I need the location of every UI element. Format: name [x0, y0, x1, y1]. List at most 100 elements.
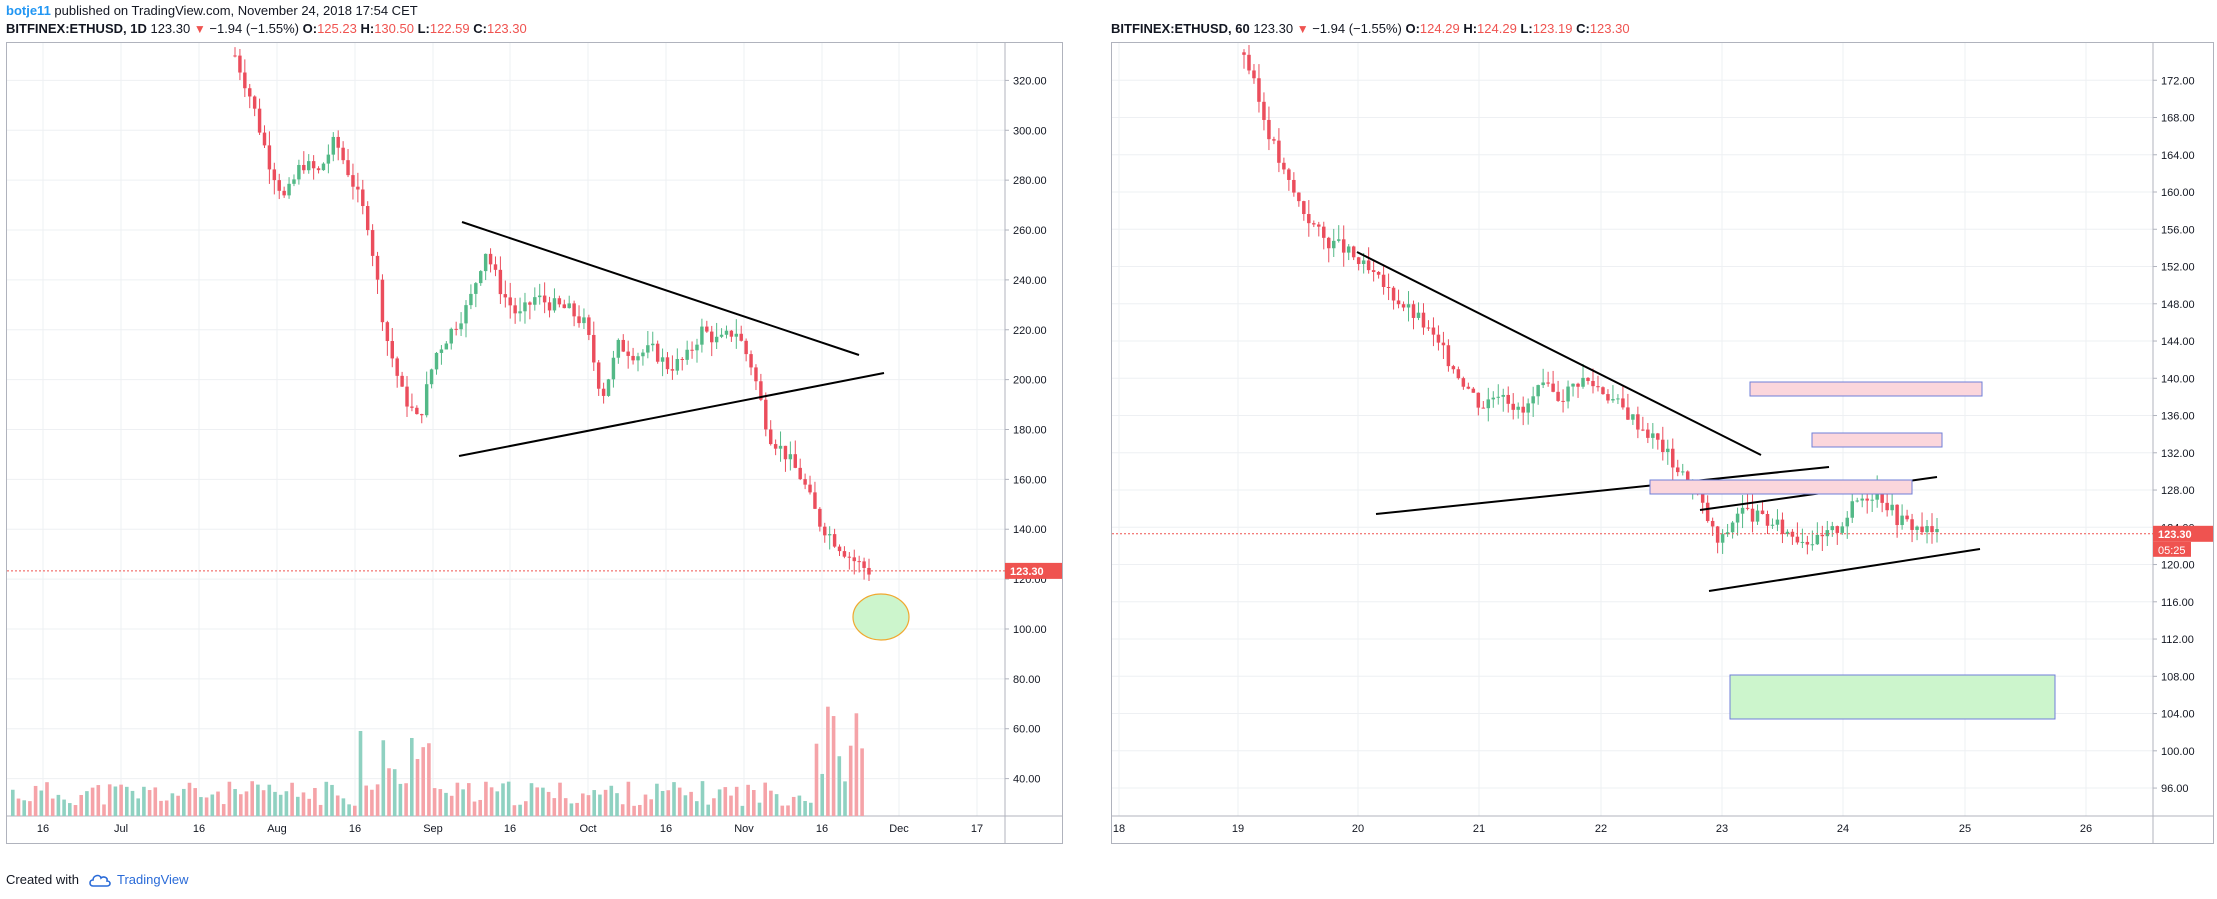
volume-bar	[11, 789, 15, 816]
candle-body	[675, 358, 680, 371]
y-tick-label: 160.00	[2161, 187, 2195, 199]
candle-body	[410, 406, 414, 408]
volume-bar	[392, 769, 397, 816]
volume-bar	[62, 799, 66, 816]
volume-bar	[677, 787, 682, 816]
candle-body	[729, 330, 734, 337]
candle-body	[1855, 500, 1859, 502]
candle-body	[739, 333, 743, 341]
candle-body	[606, 379, 611, 396]
candle-body	[248, 88, 252, 97]
y-tick-label: 160.00	[1013, 474, 1047, 486]
countdown-label: 05:25	[2158, 545, 2186, 557]
tradingview-link[interactable]: TradingView	[117, 872, 189, 887]
volume-bar	[569, 803, 574, 816]
candle-body	[439, 349, 444, 353]
x-tick-label: Jul	[114, 823, 128, 835]
y-tick-label: 140.00	[2161, 373, 2195, 385]
volume-bar	[193, 788, 197, 816]
candle-body	[1715, 526, 1720, 543]
volume-bar	[831, 716, 836, 816]
volume-bar	[848, 745, 853, 816]
candle-body	[1815, 534, 1820, 545]
candle-body	[1885, 502, 1889, 511]
candle-body	[1491, 397, 1496, 400]
volume-bar	[256, 784, 260, 816]
candle-body	[537, 295, 542, 298]
candle-body	[1890, 504, 1894, 511]
candle-body	[424, 384, 429, 416]
candle-body	[1646, 429, 1650, 438]
volume-bar	[250, 781, 254, 816]
volume-bar	[79, 794, 83, 816]
candle-body	[1671, 448, 1675, 468]
candle-body	[793, 454, 797, 468]
candle-body	[1865, 498, 1869, 501]
candle-body	[646, 345, 650, 353]
candle-body	[1656, 433, 1660, 440]
volume-bar	[546, 791, 551, 816]
candle-body	[1566, 386, 1570, 402]
candle-body	[862, 561, 866, 568]
candle-body	[1496, 396, 1501, 398]
chart-panel-daily[interactable]: 320.00 300.00 280.00 260.00 240.00 220.00 200.…	[6, 42, 1063, 844]
y-tick-label: 100.00	[2161, 746, 2195, 758]
volume-bar	[28, 801, 32, 816]
candle-body	[611, 357, 616, 380]
candle-body	[1257, 78, 1261, 102]
candle-body	[1356, 257, 1361, 265]
candle-body	[1396, 300, 1401, 305]
candle-body	[1421, 312, 1426, 328]
volume-bar	[524, 801, 528, 816]
candle-body	[665, 357, 670, 370]
x-tick-label: 16	[37, 823, 49, 835]
volume-bar	[729, 795, 733, 816]
target-ellipse	[852, 593, 910, 641]
volume-bar	[22, 800, 26, 816]
candle-body	[464, 305, 468, 324]
volume-bar	[809, 802, 813, 816]
price-label: 123.30	[2158, 529, 2192, 541]
candle-body	[724, 330, 729, 335]
author-link[interactable]: botje11	[6, 3, 51, 18]
candle-body	[1666, 448, 1670, 453]
volume-bar	[695, 801, 699, 816]
volume-bar	[284, 791, 289, 816]
y-tick-label: 140.00	[1013, 524, 1047, 536]
candle-body	[1755, 510, 1760, 522]
hourly-chart-svg[interactable]: 172.00 168.00 164.00 160.00 156.00 152.00 148.…	[1112, 43, 2213, 843]
candle-body	[616, 339, 621, 358]
candle-body	[714, 336, 719, 343]
candle-body	[680, 358, 684, 360]
candle-body	[1641, 429, 1645, 431]
candle-body	[1915, 526, 1919, 530]
volume-bar	[535, 787, 539, 816]
x-tick-label: 19	[1232, 823, 1244, 835]
created-with-text: Created with	[6, 872, 79, 887]
candle-body	[1745, 507, 1750, 509]
volume-bar	[649, 799, 653, 816]
chart-panel-hourly[interactable]: 172.00 168.00 164.00 160.00 156.00 152.00 148.…	[1111, 42, 2214, 844]
volume-bar	[489, 787, 494, 816]
candle-body	[1277, 140, 1281, 163]
volume-bar	[176, 795, 180, 816]
trendline-upper	[1356, 251, 1762, 456]
candle-body	[1242, 52, 1246, 55]
high-value: 130.50	[374, 21, 414, 36]
x-tick-label: 22	[1595, 823, 1607, 835]
x-tick-label: 26	[2080, 823, 2092, 835]
candle-body	[321, 163, 326, 171]
daily-chart-svg[interactable]: 320.00 300.00 280.00 260.00 240.00 220.00 200.…	[7, 43, 1062, 843]
y-tick-label: 104.00	[2161, 709, 2195, 721]
candle-body	[272, 169, 277, 181]
y-tick-label: 148.00	[2161, 299, 2195, 311]
candle-body	[1626, 407, 1630, 420]
volume-bar	[313, 787, 317, 816]
volume-bar	[353, 805, 357, 816]
volume-bar	[68, 803, 72, 816]
volume-bar	[164, 800, 169, 816]
candle-body	[601, 388, 606, 396]
footer: Created with TradingView	[6, 872, 189, 887]
volume-bar	[130, 790, 135, 816]
volume-bar	[541, 787, 545, 816]
